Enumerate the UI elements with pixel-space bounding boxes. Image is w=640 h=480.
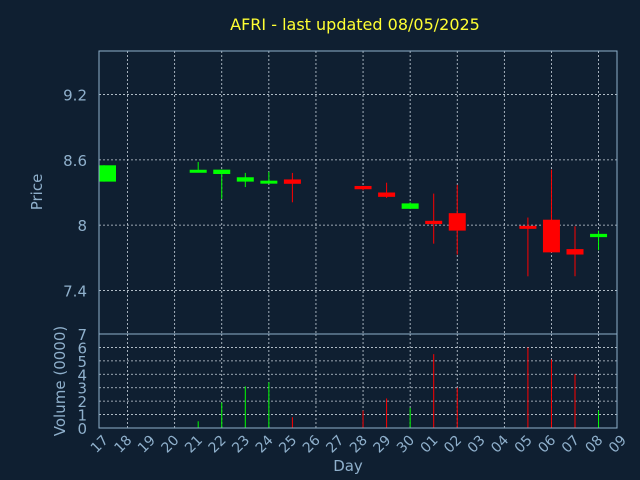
volume-axis-label: Volume (0000) — [51, 326, 69, 436]
candle-body — [260, 180, 278, 184]
volume-tick-label: 6 — [77, 339, 87, 357]
candle-body — [354, 185, 372, 190]
volume-tick-label: 2 — [77, 393, 87, 411]
price-candles — [99, 162, 608, 277]
candle-body — [378, 192, 396, 197]
price-axis-label: Price — [28, 174, 46, 211]
x-axis-label: Day — [333, 457, 363, 475]
volume-tick-label: 5 — [77, 353, 87, 371]
candle-body — [99, 165, 116, 182]
volume-tick-label: 7 — [77, 326, 87, 344]
candle-body — [448, 213, 466, 231]
price-tick-label: 9.2 — [63, 87, 87, 105]
candle-body — [213, 169, 231, 174]
candle-body — [519, 225, 537, 229]
candle-body — [590, 233, 608, 238]
volume-tick-label: 4 — [77, 366, 87, 384]
volume-tick-label: 1 — [77, 407, 87, 425]
volume-panel-frame — [98, 333, 618, 429]
candle-body — [425, 220, 443, 225]
candle-body — [283, 179, 301, 184]
candle-body — [542, 219, 560, 253]
volume-tick-label: 3 — [77, 380, 87, 398]
volume-tick-label: 0 — [77, 420, 87, 438]
price-tick-label: 8.6 — [63, 152, 87, 170]
price-tick-label: 7.4 — [63, 282, 87, 300]
candle-body — [236, 177, 254, 182]
candle-body — [401, 203, 419, 209]
volume-bars — [197, 347, 600, 428]
chart-title: AFRI - last updated 08/05/2025 — [230, 15, 480, 34]
x-ticks: 17 18 19 20 21 22 23 24 25 26 27 28 29 30 01 02 03 04 05 06… — [88, 432, 630, 456]
candle-body — [566, 249, 584, 255]
price-y-ticks: 9.2 8.6 8 7.4 — [63, 87, 87, 301]
price-panel: 9.2 8.6 8 7.4 Price — [28, 50, 618, 335]
price-tick-label: 8 — [77, 217, 87, 235]
candle-body — [189, 169, 207, 173]
